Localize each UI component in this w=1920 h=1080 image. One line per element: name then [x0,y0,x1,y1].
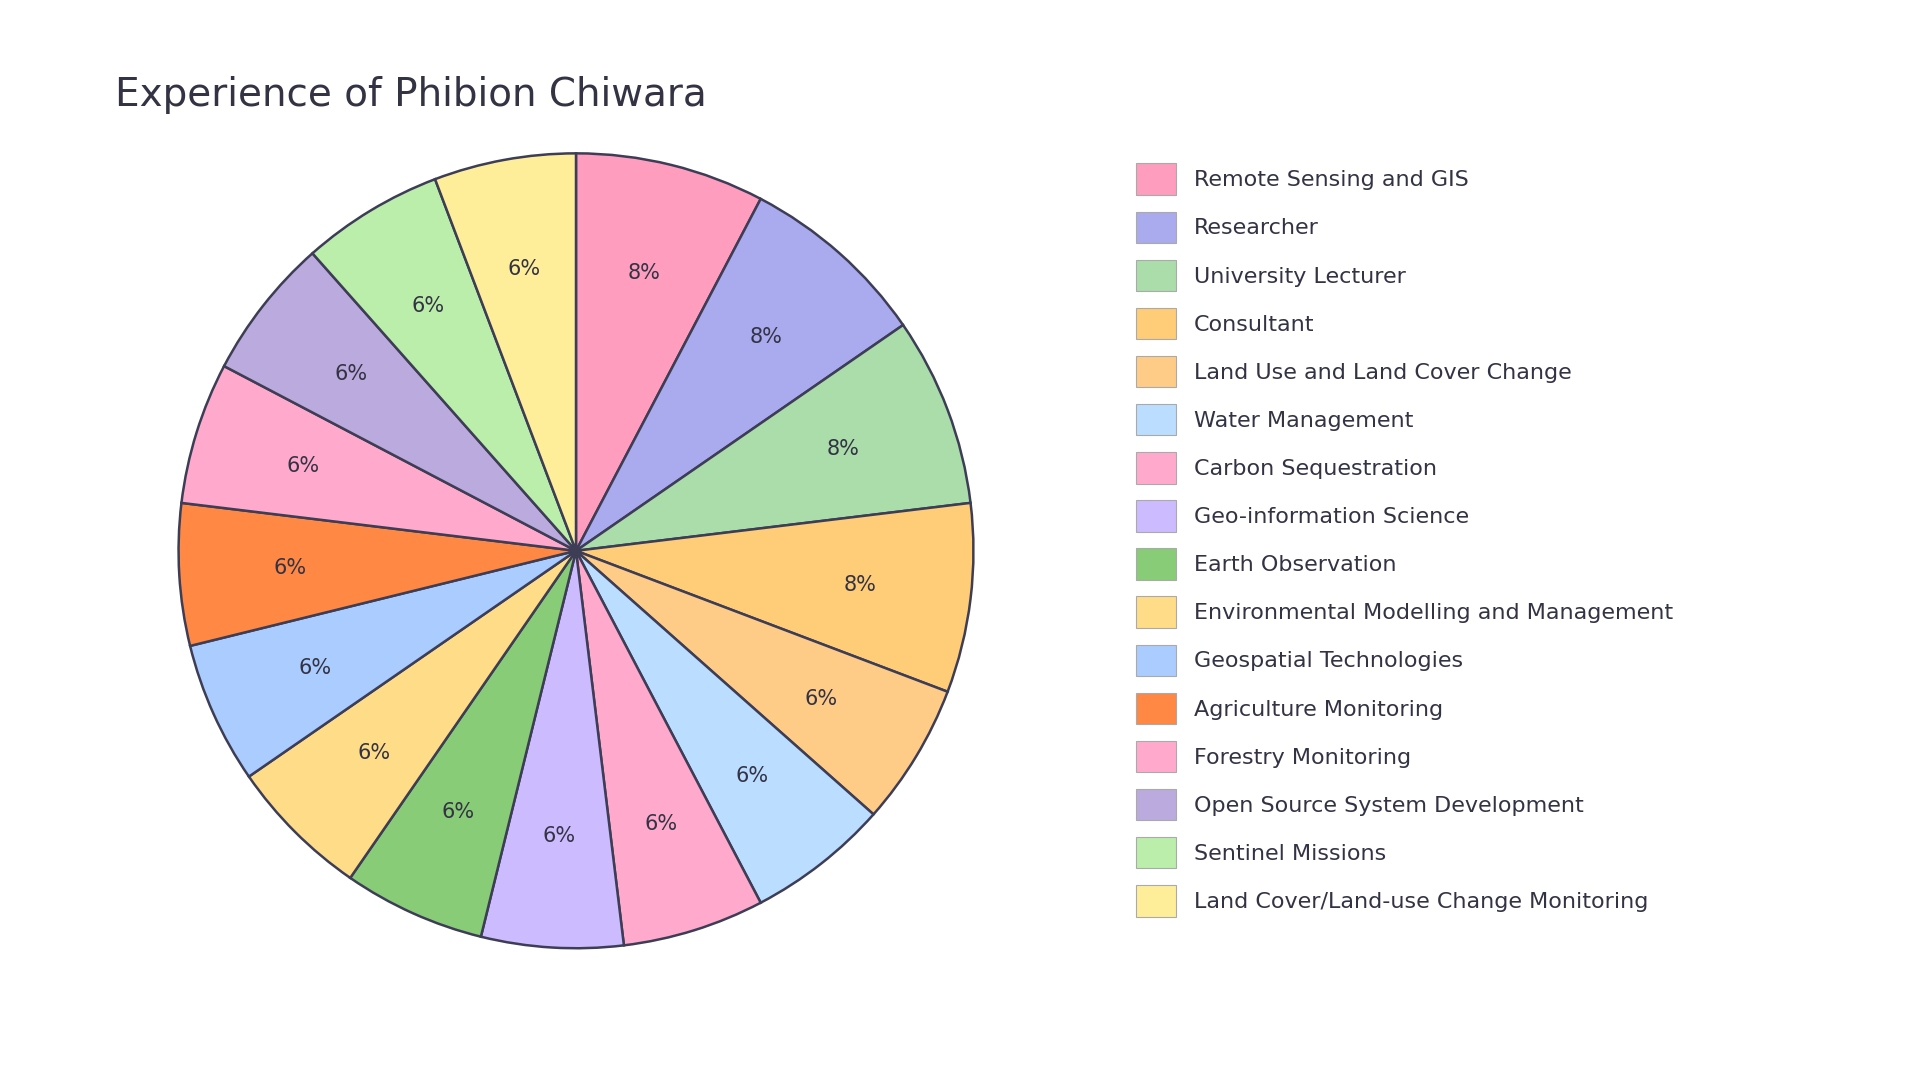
Text: Experience of Phibion Chiwara: Experience of Phibion Chiwara [115,76,707,113]
Text: 6%: 6% [804,689,837,708]
Text: 6%: 6% [286,456,319,475]
Legend: Remote Sensing and GIS, Researcher, University Lecturer, Consultant, Land Use an: Remote Sensing and GIS, Researcher, Univ… [1125,152,1684,928]
Wedge shape [576,503,973,691]
Text: 6%: 6% [357,743,390,764]
Wedge shape [576,325,970,551]
Text: 6%: 6% [411,296,445,316]
Wedge shape [436,153,576,551]
Text: 8%: 8% [828,440,860,459]
Wedge shape [313,179,576,551]
Wedge shape [576,551,874,903]
Text: 6%: 6% [275,558,307,578]
Text: 8%: 8% [628,262,660,283]
Text: 8%: 8% [843,576,877,595]
Wedge shape [179,503,576,646]
Wedge shape [480,551,624,948]
Wedge shape [576,199,902,551]
Wedge shape [225,254,576,551]
Text: 6%: 6% [442,801,474,822]
Text: 6%: 6% [509,259,541,280]
Text: 6%: 6% [735,766,770,786]
Text: 6%: 6% [645,814,678,834]
Text: 6%: 6% [334,364,367,384]
Wedge shape [349,551,576,936]
Text: 8%: 8% [749,326,781,347]
Text: 6%: 6% [298,658,332,678]
Wedge shape [250,551,576,878]
Text: 6%: 6% [541,826,576,847]
Wedge shape [182,366,576,551]
Wedge shape [576,153,760,551]
Wedge shape [190,551,576,777]
Wedge shape [576,551,760,945]
Wedge shape [576,551,948,814]
